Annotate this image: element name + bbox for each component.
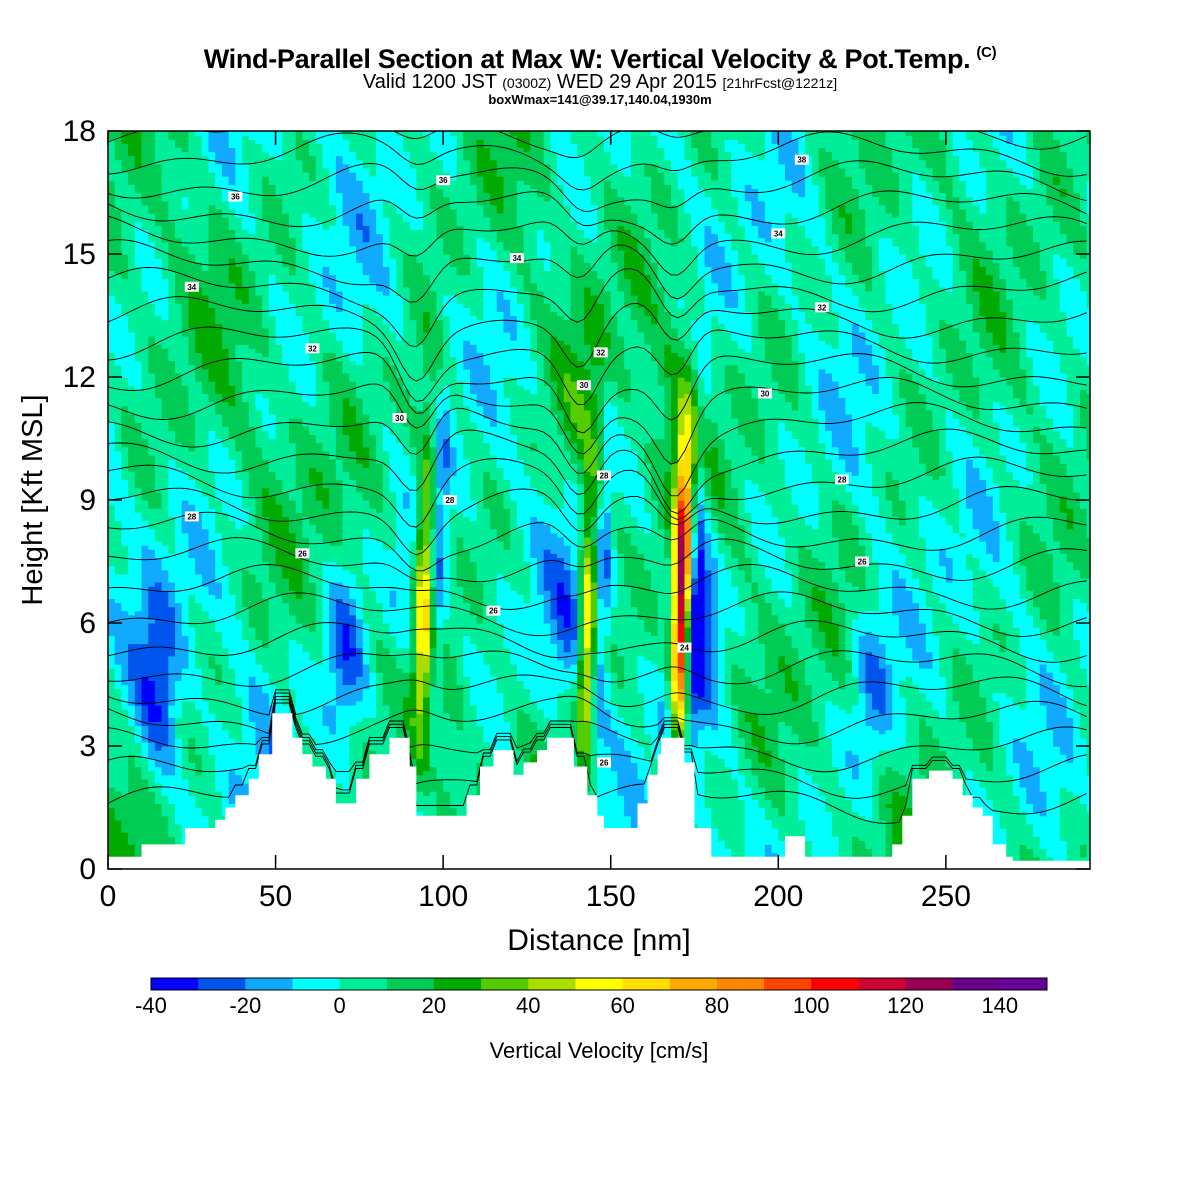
contour-label: 28 (600, 471, 609, 480)
x-tick-label: 200 (753, 880, 803, 913)
contour-label: 30 (395, 414, 404, 423)
colorbar-swatch (906, 978, 954, 990)
colorbar-swatch (198, 978, 246, 990)
y-tick-label: 9 (79, 484, 96, 517)
contour-label: 36 (231, 193, 240, 202)
colorbar-tick-label: -40 (135, 993, 167, 1018)
contour-label: 26 (489, 607, 498, 616)
contour-label: 30 (760, 389, 769, 398)
colorbar-swatch (717, 978, 765, 990)
colorbar-tick-label: 20 (422, 993, 446, 1018)
contour-label: 34 (774, 230, 783, 239)
contour-label: 30 (579, 381, 588, 390)
colorbar-swatch (1000, 978, 1048, 990)
contour-label: 32 (596, 348, 605, 357)
contour-label: 32 (308, 344, 317, 353)
contour-label: 36 (439, 176, 448, 185)
x-tick-label: 50 (259, 880, 292, 913)
colorbar-swatch (528, 978, 576, 990)
x-tick-label: 100 (418, 880, 468, 913)
colorbar-swatch (858, 978, 906, 990)
colorbar-tick-label: 0 (333, 993, 345, 1018)
colorbar-swatch (953, 978, 1001, 990)
contour-label: 28 (838, 476, 847, 485)
y-tick-label: 12 (63, 361, 96, 394)
contour-label: 24 (680, 644, 689, 653)
y-axis-label: Height [Kft MSL] (17, 394, 49, 605)
contour-label: 26 (600, 758, 609, 767)
colorbar-tick-label: 120 (887, 993, 924, 1018)
contour-label: 32 (817, 303, 826, 312)
colorbar-swatch (151, 978, 199, 990)
colorbar-tick-label: 40 (516, 993, 540, 1018)
colorbar-tick-label: 60 (610, 993, 634, 1018)
colorbar-swatch (292, 978, 340, 990)
colorbar-tick-label: 80 (705, 993, 729, 1018)
colorbar-swatch (575, 978, 623, 990)
contour-label: 26 (298, 549, 307, 558)
colorbar-swatch (434, 978, 482, 990)
colorbar-swatch (245, 978, 293, 990)
colorbar-swatch (811, 978, 859, 990)
x-tick-label: 250 (921, 880, 971, 913)
y-tick-label: 6 (79, 607, 96, 640)
colorbar-label: Vertical Velocity [cm/s] (490, 1038, 709, 1063)
x-axis-label: Distance [nm] (507, 924, 690, 957)
x-tick-label: 150 (586, 880, 636, 913)
colorbar-swatch (340, 978, 388, 990)
y-tick-label: 3 (79, 730, 96, 763)
contour-label: 28 (187, 512, 196, 521)
y-tick-label: 0 (79, 853, 96, 886)
contour-label: 34 (187, 283, 196, 292)
colorbar-tick-label: -20 (229, 993, 261, 1018)
colorbar-swatch (670, 978, 718, 990)
y-tick-label: 15 (63, 238, 96, 271)
contour-label: 28 (445, 496, 454, 505)
colorbar-swatch (623, 978, 671, 990)
colorbar-swatch (481, 978, 529, 990)
contour-label: 38 (797, 156, 806, 165)
x-tick-label: 0 (100, 880, 117, 913)
colorbar-tick-label: 100 (793, 993, 830, 1018)
contour-label: 26 (858, 558, 867, 567)
colorbar-swatch (764, 978, 812, 990)
y-tick-label: 18 (63, 115, 96, 148)
colorbar-swatch (387, 978, 435, 990)
colorbar-tick-label: 140 (981, 993, 1018, 1018)
contour-label: 34 (512, 254, 521, 263)
